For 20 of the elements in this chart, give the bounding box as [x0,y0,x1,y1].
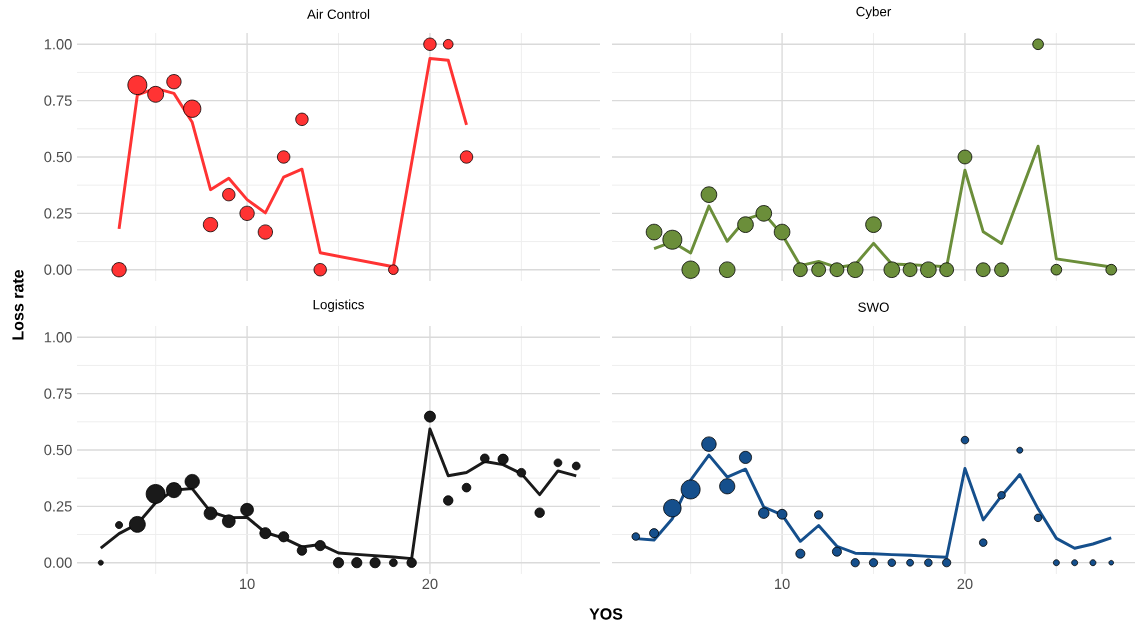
y-tick-label: 0.00 [44,557,72,568]
y-tick-label: 0.25 [44,208,72,219]
chart-title: Air Control [307,9,370,19]
y-tick-label: 1.00 [44,332,72,343]
x-tick-label: 20 [957,578,973,590]
x-tick-label: 10 [775,578,790,590]
chart-title: Cyber [856,6,892,19]
y-tick-label: 0.50 [44,151,72,163]
chart-title: Logistics [313,299,364,312]
y-tick-label: 0.50 [44,444,72,456]
y-tick-label: 1.00 [44,39,72,50]
y-tick-label: 0.75 [44,388,72,399]
y-tick-label: 0.25 [44,501,72,512]
y-tick-label: 0.00 [44,264,72,275]
x-tick-label: 10 [240,578,255,590]
y-tick-label: 0.75 [44,95,72,106]
x-axis-title: YOS [589,608,623,620]
y-axis-title: Loss rate [12,269,24,340]
x-tick-label: 20 [422,578,438,590]
chart-title: SWO [858,302,889,312]
